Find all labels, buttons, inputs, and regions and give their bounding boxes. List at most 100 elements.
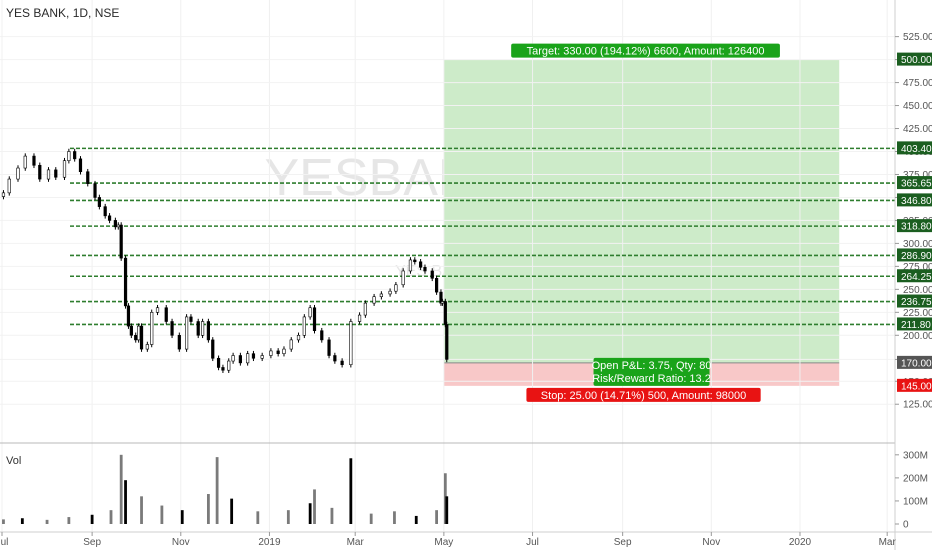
- price-candle[interactable]: [7, 178, 11, 194]
- price-candle[interactable]: [349, 321, 353, 366]
- price-candle[interactable]: [231, 355, 235, 362]
- volume-bar[interactable]: [443, 473, 447, 524]
- volume-bar[interactable]: [445, 496, 449, 524]
- volume-bar[interactable]: [45, 519, 49, 524]
- price-candle[interactable]: [363, 302, 367, 316]
- price-candle[interactable]: [357, 314, 362, 322]
- price-candle[interactable]: [38, 164, 42, 180]
- price-candle[interactable]: [327, 339, 331, 356]
- price-candle[interactable]: [340, 360, 344, 366]
- price-candle[interactable]: [413, 259, 417, 263]
- volume-bar[interactable]: [160, 505, 164, 524]
- price-candle[interactable]: [206, 321, 210, 341]
- volume-bar[interactable]: [67, 517, 71, 524]
- volume-bar[interactable]: [119, 454, 123, 524]
- volume-bar[interactable]: [230, 498, 234, 524]
- price-candle[interactable]: [408, 259, 413, 272]
- price-candle[interactable]: [308, 307, 312, 318]
- volume-bar[interactable]: [393, 511, 396, 524]
- volume-bar[interactable]: [330, 507, 334, 524]
- price-candle[interactable]: [16, 167, 20, 180]
- price-candle[interactable]: [86, 171, 90, 184]
- price-candle[interactable]: [401, 270, 405, 286]
- price-candle[interactable]: [430, 270, 434, 279]
- price-candle[interactable]: [423, 266, 427, 272]
- price-candle[interactable]: [62, 160, 67, 178]
- volume-bar[interactable]: [140, 496, 143, 524]
- volume-bar[interactable]: [435, 510, 438, 524]
- price-candle[interactable]: [107, 215, 112, 221]
- volume-bar[interactable]: [206, 494, 210, 524]
- price-candle[interactable]: [170, 321, 174, 336]
- volume-bar[interactable]: [2, 519, 5, 524]
- price-candle[interactable]: [126, 305, 131, 327]
- price-candle[interactable]: [116, 224, 120, 228]
- price-candle[interactable]: [221, 367, 225, 371]
- price-candle[interactable]: [211, 339, 215, 359]
- price-candle[interactable]: [23, 155, 27, 169]
- price-candle[interactable]: [296, 335, 301, 341]
- price-candle[interactable]: [372, 296, 376, 304]
- price-candle[interactable]: [129, 325, 133, 336]
- pnl-badge[interactable]: Open P&L: 3.75, Qty: 80 Risk/Reward Rati…: [592, 357, 712, 386]
- price-candle[interactable]: [445, 324, 449, 360]
- price-candle[interactable]: [177, 335, 181, 350]
- price-candle[interactable]: [119, 224, 123, 259]
- volume-bar[interactable]: [414, 515, 418, 524]
- price-candle[interactable]: [123, 257, 128, 307]
- price-candle[interactable]: [150, 312, 154, 345]
- price-candle[interactable]: [276, 350, 280, 354]
- volume-bar[interactable]: [180, 510, 184, 524]
- price-candle[interactable]: [394, 284, 398, 292]
- price-candle[interactable]: [139, 325, 144, 350]
- time-axis[interactable]: Jul Sep Nov 2019 Mar May Jul Sep Nov 2020 Mar: [0, 532, 896, 548]
- price-candle[interactable]: [443, 301, 447, 325]
- price-candle[interactable]: [388, 290, 392, 295]
- price-candle[interactable]: [379, 293, 383, 298]
- price-candle[interactable]: [289, 339, 293, 350]
- price-candle[interactable]: [113, 220, 117, 228]
- stop-badge[interactable]: Stop: 25.00 (14.71%) 500, Amount: 98000: [526, 387, 761, 402]
- price-candle[interactable]: [216, 357, 221, 368]
- price-candle[interactable]: [189, 316, 193, 322]
- price-candle[interactable]: [440, 301, 445, 304]
- volume-bar[interactable]: [308, 503, 312, 524]
- volume-bar[interactable]: [256, 511, 260, 524]
- price-candle[interactable]: [145, 344, 149, 350]
- price-candle[interactable]: [260, 355, 264, 359]
- price-candle[interactable]: [238, 355, 242, 364]
- volume-bar[interactable]: [349, 458, 353, 524]
- price-candle[interactable]: [302, 316, 306, 336]
- price-candle[interactable]: [54, 169, 58, 178]
- volume-bar[interactable]: [369, 513, 373, 524]
- price-candle[interactable]: [1, 192, 6, 197]
- price-candle[interactable]: [134, 335, 138, 341]
- price-candle[interactable]: [251, 353, 256, 359]
- price-candle[interactable]: [419, 261, 423, 268]
- price-candle[interactable]: [320, 330, 324, 341]
- price-candle[interactable]: [312, 307, 317, 332]
- volume-bar[interactable]: [109, 510, 113, 524]
- volume-bar[interactable]: [20, 518, 24, 524]
- price-candle[interactable]: [46, 169, 51, 180]
- price-candle[interactable]: [103, 206, 107, 217]
- price-candle[interactable]: [200, 321, 205, 336]
- price-candle[interactable]: [269, 350, 273, 356]
- price-candle[interactable]: [137, 325, 141, 341]
- price-candle[interactable]: [246, 353, 250, 364]
- price-candle[interactable]: [282, 348, 286, 354]
- volume-bar[interactable]: [124, 480, 127, 524]
- volume-bar[interactable]: [286, 510, 290, 524]
- price-candle[interactable]: [155, 307, 160, 313]
- price-candle[interactable]: [184, 316, 189, 350]
- price-candle[interactable]: [73, 151, 77, 160]
- price-candle[interactable]: [93, 183, 97, 198]
- price-candle[interactable]: [227, 360, 231, 371]
- target-badge[interactable]: Target: 330.00 (194.12%) 6600, Amount: 1…: [511, 43, 780, 58]
- volume-bar[interactable]: [215, 457, 219, 524]
- price-candle[interactable]: [97, 197, 101, 207]
- price-candle[interactable]: [67, 151, 71, 161]
- price-candle[interactable]: [164, 307, 168, 322]
